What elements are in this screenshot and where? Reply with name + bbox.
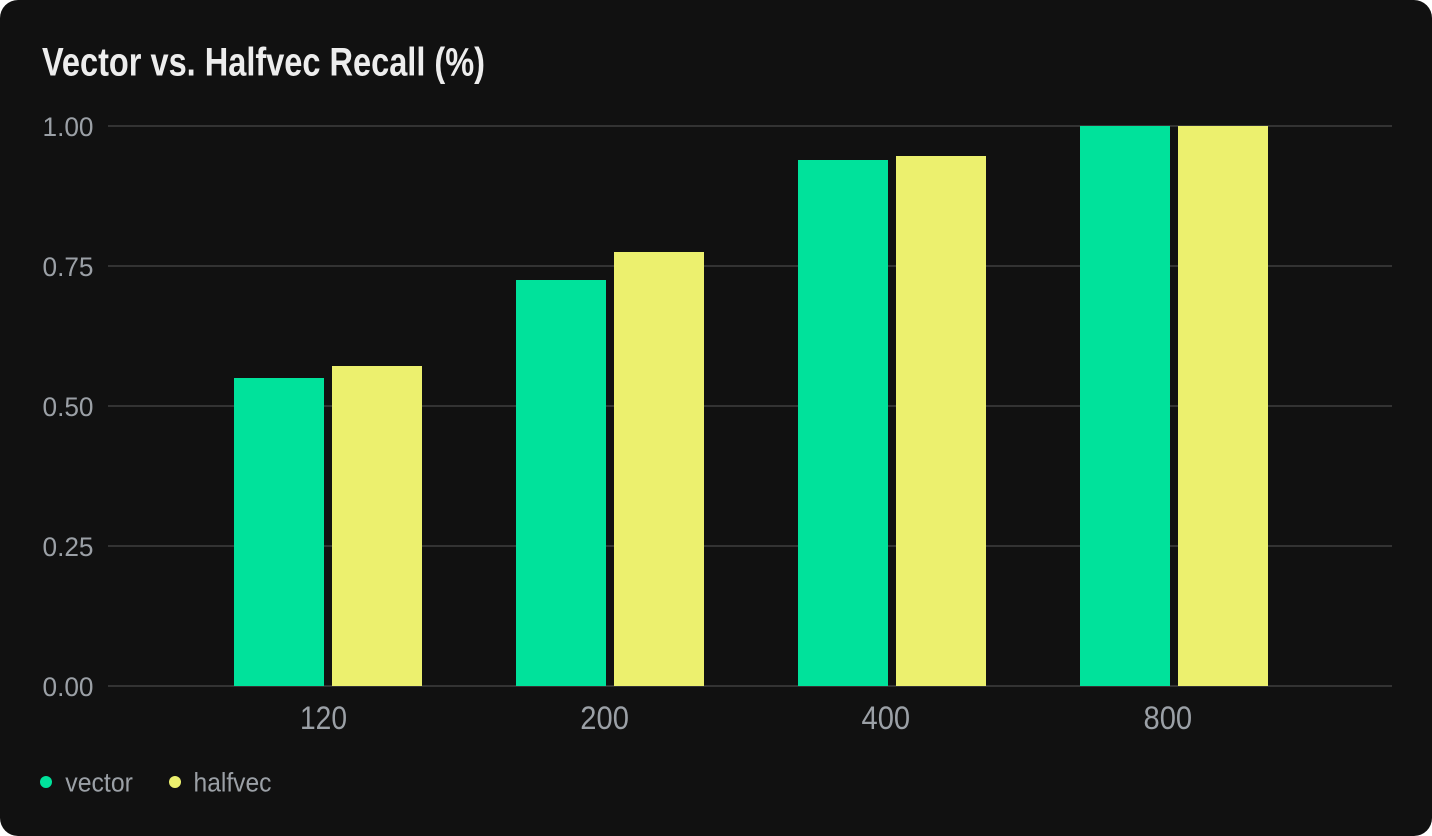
svg-text:400: 400 [862,700,911,736]
svg-text:Vector vs. Halfvec Recall (%): Vector vs. Halfvec Recall (%) [42,41,485,85]
svg-text:0.00: 0.00 [43,672,94,702]
svg-text:0.50: 0.50 [43,392,94,422]
svg-text:0.75: 0.75 [43,252,94,282]
svg-text:800: 800 [1144,700,1193,736]
svg-text:120: 120 [300,700,347,736]
svg-text:vector: vector [65,768,133,798]
svg-text:1.00: 1.00 [43,112,94,142]
svg-text:200: 200 [580,700,629,736]
svg-text:0.25: 0.25 [43,532,94,562]
svg-text:halfvec: halfvec [194,768,272,798]
